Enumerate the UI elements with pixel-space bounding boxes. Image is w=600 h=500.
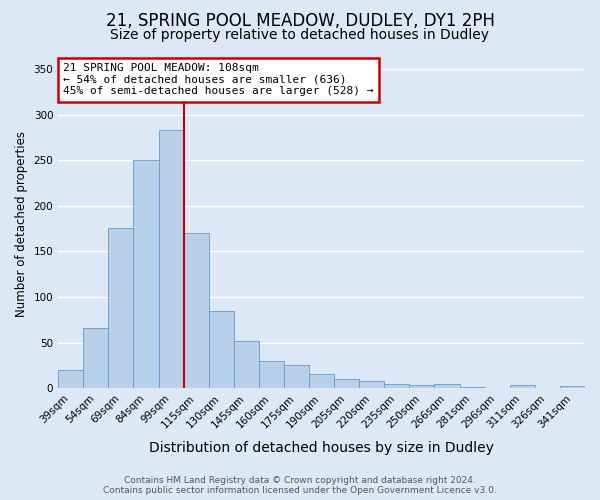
Bar (234, 341, 259, 388)
Bar (133, 160, 158, 388)
Bar (385, 384, 409, 388)
Bar (259, 361, 284, 388)
Text: Contains HM Land Registry data © Crown copyright and database right 2024.
Contai: Contains HM Land Registry data © Crown c… (103, 476, 497, 495)
Bar (309, 374, 334, 388)
X-axis label: Distribution of detached houses by size in Dudley: Distribution of detached houses by size … (149, 441, 494, 455)
Bar (409, 384, 434, 388)
Bar (284, 366, 309, 388)
Bar (184, 233, 209, 388)
Bar (158, 130, 184, 388)
Bar (109, 228, 133, 388)
Text: Size of property relative to detached houses in Dudley: Size of property relative to detached ho… (110, 28, 490, 42)
Bar (434, 384, 460, 388)
Bar (560, 386, 585, 388)
Y-axis label: Number of detached properties: Number of detached properties (15, 131, 28, 317)
Bar (359, 381, 385, 388)
Bar (209, 310, 234, 388)
Bar (83, 328, 109, 388)
Bar (334, 379, 359, 388)
Text: 21, SPRING POOL MEADOW, DUDLEY, DY1 2PH: 21, SPRING POOL MEADOW, DUDLEY, DY1 2PH (106, 12, 494, 30)
Text: 21 SPRING POOL MEADOW: 108sqm
← 54% of detached houses are smaller (636)
45% of : 21 SPRING POOL MEADOW: 108sqm ← 54% of d… (64, 64, 374, 96)
Bar (510, 386, 535, 388)
Bar (58, 370, 83, 388)
